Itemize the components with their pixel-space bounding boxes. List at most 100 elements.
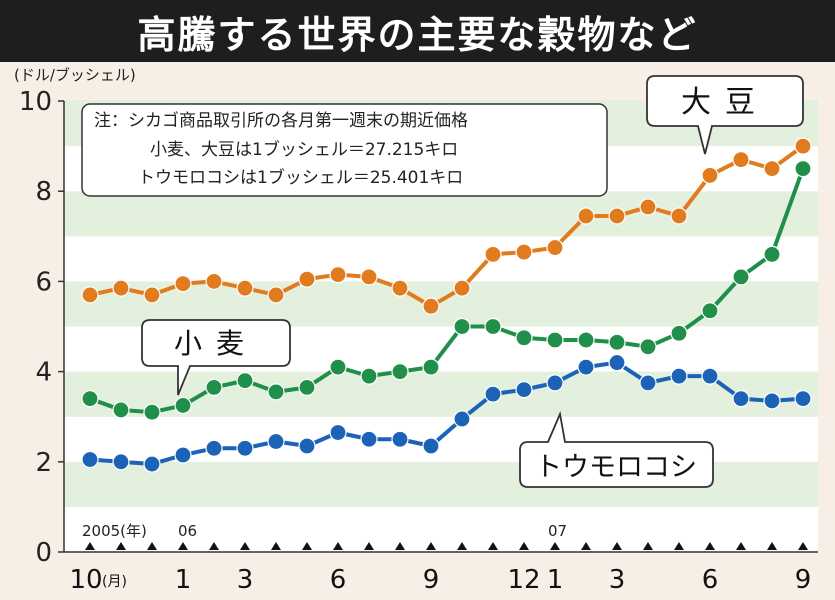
data-point [422, 358, 440, 376]
wheat-label-text: 小麦 [174, 327, 258, 360]
y-tick-label: 6 [35, 267, 52, 297]
series-layer [81, 137, 812, 473]
wheat-label: 小麦 [141, 319, 291, 396]
data-point [236, 439, 254, 457]
data-point [329, 266, 347, 284]
y-tick-label: 0 [35, 538, 52, 568]
x-tick-label: 1 [547, 565, 564, 595]
data-point [236, 372, 254, 390]
data-point [515, 381, 533, 399]
data-point [453, 317, 471, 336]
data-point [236, 279, 254, 297]
year-label-2005: 2005(年) [82, 522, 147, 540]
data-point [515, 329, 533, 347]
data-point [515, 243, 533, 261]
x-tick-label: 6 [330, 565, 347, 595]
data-point [608, 207, 626, 225]
x-tick-label: 9 [423, 565, 440, 595]
band-top [64, 100, 818, 102]
year-label-07: 07 [548, 522, 567, 540]
data-point [205, 272, 223, 290]
data-point [701, 166, 719, 185]
band [64, 236, 818, 282]
x-tick-label: 3 [609, 565, 626, 595]
x-tick-marker [178, 542, 188, 550]
data-point [143, 286, 161, 304]
x-tick-label: 9 [795, 565, 812, 595]
data-point [670, 367, 688, 385]
data-point [422, 297, 440, 315]
soybean-label: 大豆 [646, 75, 804, 155]
band [64, 191, 818, 237]
data-point [639, 198, 657, 216]
data-point [329, 423, 347, 442]
data-point [422, 437, 440, 455]
x-axis: 10 (月) 1 3 6 9 12 1 3 6 9 [64, 542, 818, 595]
series-2 [81, 353, 812, 473]
note-line-2: 小麦、大豆は1ブッシェル＝27.215キロ [150, 139, 458, 160]
x-tick-marker [767, 542, 777, 550]
x-tick-marker [271, 542, 281, 550]
x-tick-marker [85, 542, 95, 550]
x-tick-marker [488, 542, 498, 550]
data-point [112, 401, 130, 419]
data-point [701, 367, 719, 385]
data-point [329, 358, 347, 376]
x-tick-marker [147, 542, 157, 550]
data-point [81, 390, 99, 408]
x-tick-label: 3 [237, 565, 254, 595]
corn-label-text: トウモロコシ [535, 452, 697, 483]
band [64, 506, 818, 552]
data-point [205, 378, 223, 396]
data-point [298, 378, 316, 396]
y-tick-label: 8 [35, 177, 52, 207]
data-point [546, 238, 564, 257]
data-point [174, 446, 192, 464]
series-0 [81, 137, 812, 315]
data-point [267, 432, 285, 451]
data-point [639, 374, 657, 392]
data-point [174, 396, 192, 415]
x-tick-marker [209, 542, 219, 550]
data-point [81, 450, 99, 469]
data-point [360, 430, 378, 448]
data-point [298, 437, 316, 455]
x-tick-marker [116, 542, 126, 550]
x-tick-marker [240, 542, 250, 550]
x-tick-marker [302, 542, 312, 550]
data-point [453, 279, 471, 297]
x-tick-marker [798, 542, 808, 550]
line-chart: 0 2 4 6 8 10 (ドル/ブッシェル) 注：シカゴ商品取引所の各月第一週末の期近価… [0, 66, 818, 595]
data-point [794, 160, 812, 178]
data-point [360, 268, 378, 286]
x-tick-marker [364, 542, 374, 550]
data-point [81, 286, 99, 304]
left-margin [0, 101, 64, 552]
data-point [267, 286, 285, 304]
data-point [484, 385, 502, 403]
data-point [577, 207, 595, 225]
x-tick-marker [457, 542, 467, 550]
data-point [794, 137, 812, 155]
data-point [639, 338, 657, 356]
x-tick-label: 1 [175, 565, 192, 595]
data-point [112, 279, 130, 297]
data-point [205, 439, 223, 457]
data-point [453, 410, 471, 428]
note-box: 注：シカゴ商品取引所の各月第一週末の期近価格 小麦、大豆は1ブッシェル＝27.2… [81, 103, 608, 197]
y-axis-unit: (ドル/ブッシェル) [14, 66, 136, 84]
data-point [608, 353, 626, 372]
x-tick-marker [519, 542, 529, 550]
data-point [112, 453, 130, 471]
data-point [143, 455, 161, 473]
data-point [763, 160, 781, 178]
data-point [577, 331, 595, 349]
x-tick-marker [643, 542, 653, 550]
y-axis: 0 2 4 6 8 10 [19, 87, 65, 568]
note-line-1: 注：シカゴ商品取引所の各月第一週末の期近価格 [94, 110, 468, 131]
x-tick-label: 10 [69, 565, 102, 595]
data-point [267, 383, 285, 401]
x-tick-marker [581, 542, 591, 550]
x-tick-marker [612, 542, 622, 550]
